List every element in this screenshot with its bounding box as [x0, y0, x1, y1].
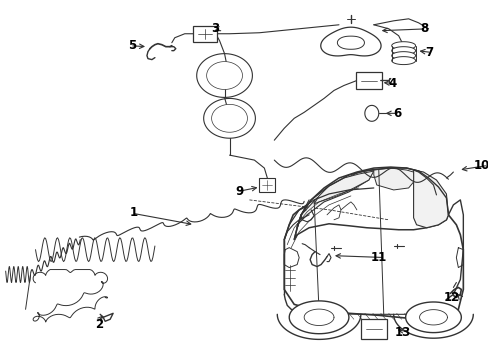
- Polygon shape: [391, 42, 415, 50]
- Polygon shape: [364, 105, 378, 121]
- Polygon shape: [373, 168, 413, 190]
- Polygon shape: [203, 98, 255, 138]
- Polygon shape: [405, 302, 460, 333]
- Polygon shape: [320, 27, 380, 56]
- Polygon shape: [413, 170, 447, 228]
- Text: 12: 12: [443, 291, 459, 304]
- Polygon shape: [289, 301, 348, 334]
- Text: 4: 4: [387, 77, 396, 90]
- Text: 9: 9: [235, 185, 243, 198]
- Polygon shape: [391, 47, 415, 55]
- Text: 11: 11: [370, 251, 386, 264]
- Text: 5: 5: [128, 39, 136, 52]
- Text: 13: 13: [393, 326, 410, 339]
- Text: 1: 1: [130, 206, 138, 219]
- Polygon shape: [337, 36, 364, 49]
- FancyBboxPatch shape: [360, 319, 386, 339]
- Text: 6: 6: [393, 107, 401, 120]
- FancyBboxPatch shape: [259, 178, 275, 192]
- FancyBboxPatch shape: [355, 72, 381, 90]
- Polygon shape: [211, 104, 247, 132]
- Polygon shape: [206, 62, 242, 89]
- Polygon shape: [284, 195, 463, 319]
- Text: 8: 8: [419, 22, 427, 35]
- FancyBboxPatch shape: [192, 26, 216, 42]
- Text: 10: 10: [473, 158, 488, 172]
- Polygon shape: [196, 54, 252, 98]
- Polygon shape: [297, 170, 373, 228]
- Polygon shape: [294, 167, 447, 240]
- Text: 7: 7: [425, 46, 432, 59]
- Polygon shape: [391, 57, 415, 64]
- Polygon shape: [391, 51, 415, 60]
- Text: 3: 3: [211, 22, 219, 35]
- Text: 2: 2: [95, 318, 103, 331]
- Polygon shape: [313, 171, 373, 204]
